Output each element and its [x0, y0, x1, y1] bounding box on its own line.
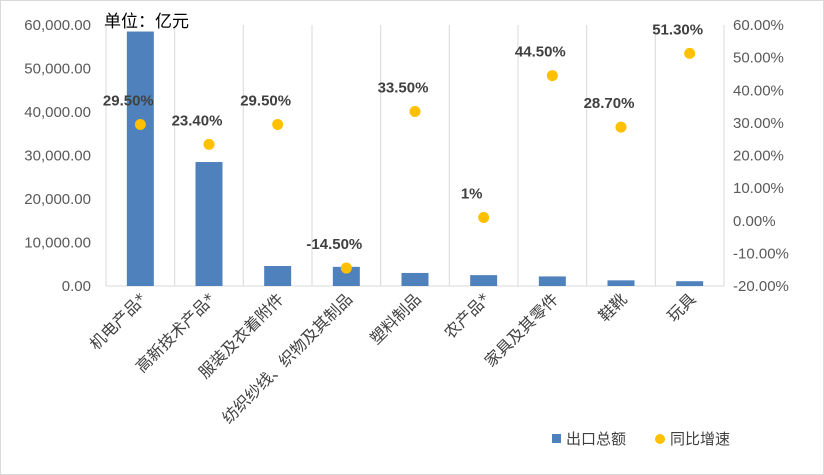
bar — [195, 162, 223, 286]
data-label: 51.30% — [652, 21, 703, 38]
bar — [401, 272, 429, 286]
right-tick-label: 10.00% — [733, 180, 784, 197]
category-label: 纺织纱线、织物及其制品 — [218, 289, 356, 427]
category-label: 玩具 — [663, 289, 699, 325]
left-axis-ticks: 0.00 10,000.00 20,000.00 30,000.00 40,000.00… — [24, 17, 91, 295]
right-tick-label: -20.00% — [733, 278, 789, 295]
left-tick-label: 20,000.00 — [24, 191, 91, 208]
left-tick-label: 60,000.00 — [24, 17, 91, 34]
data-label: 44.50% — [515, 44, 566, 61]
left-tick-label: 30,000.00 — [24, 148, 91, 165]
data-label: 33.50% — [378, 79, 429, 96]
data-label: 29.50% — [103, 93, 154, 110]
bar — [264, 265, 292, 286]
data-label: 29.50% — [240, 93, 291, 110]
category-label: 机电产品* — [86, 289, 150, 353]
data-label: 28.70% — [584, 95, 635, 112]
scatter-series — [134, 47, 696, 274]
legend-swatch-bar — [552, 434, 561, 443]
legend-label-bar: 出口总额 — [566, 430, 626, 448]
bar — [470, 275, 498, 286]
bar-series — [126, 31, 704, 287]
scatter-point — [340, 262, 352, 274]
right-tick-label: -10.00% — [733, 245, 789, 262]
right-axis-ticks: -20.00% -10.00% 0.00% 10.00% 20.00% 30.00% 40.… — [733, 17, 789, 295]
category-label: 家具及其零件 — [481, 289, 562, 370]
scatter-point — [409, 105, 421, 117]
right-tick-label: 40.00% — [733, 82, 784, 99]
bar — [607, 280, 635, 286]
bar — [538, 276, 566, 286]
scatter-point — [615, 121, 627, 133]
scatter-point — [272, 119, 284, 131]
right-tick-label: 0.00% — [733, 213, 776, 230]
left-tick-label: 10,000.00 — [24, 235, 91, 252]
scatter-point — [134, 119, 146, 131]
right-tick-label: 50.00% — [733, 50, 784, 67]
category-label: 塑料制品 — [366, 289, 425, 348]
bar — [332, 266, 360, 286]
legend-label-dot: 同比增速 — [670, 430, 730, 448]
scatter-point — [684, 47, 696, 59]
data-labels: 29.50% 23.40% 29.50% -14.50% 33.50% 1% 44.50% 2… — [103, 21, 703, 253]
legend-swatch-dot — [655, 434, 665, 444]
left-tick-label: 0.00 — [62, 278, 91, 295]
data-label: 1% — [461, 185, 483, 202]
right-tick-label: 20.00% — [733, 148, 784, 165]
scatter-point — [478, 211, 490, 223]
data-label: 23.40% — [172, 112, 223, 129]
right-tick-label: 60.00% — [733, 17, 784, 34]
left-tick-label: 50,000.00 — [24, 61, 91, 78]
bar — [676, 281, 704, 286]
unit-label: 单位：亿元 — [104, 12, 189, 32]
category-label: 鞋靴 — [595, 289, 631, 325]
scatter-point — [203, 138, 215, 150]
legend: 出口总额 同比增速 — [552, 430, 730, 448]
bar — [126, 31, 154, 287]
category-label: 农产品* — [440, 289, 493, 342]
right-tick-label: 30.00% — [733, 115, 784, 132]
scatter-point — [546, 70, 558, 82]
data-label: -14.50% — [306, 236, 362, 253]
left-tick-label: 40,000.00 — [24, 104, 91, 121]
